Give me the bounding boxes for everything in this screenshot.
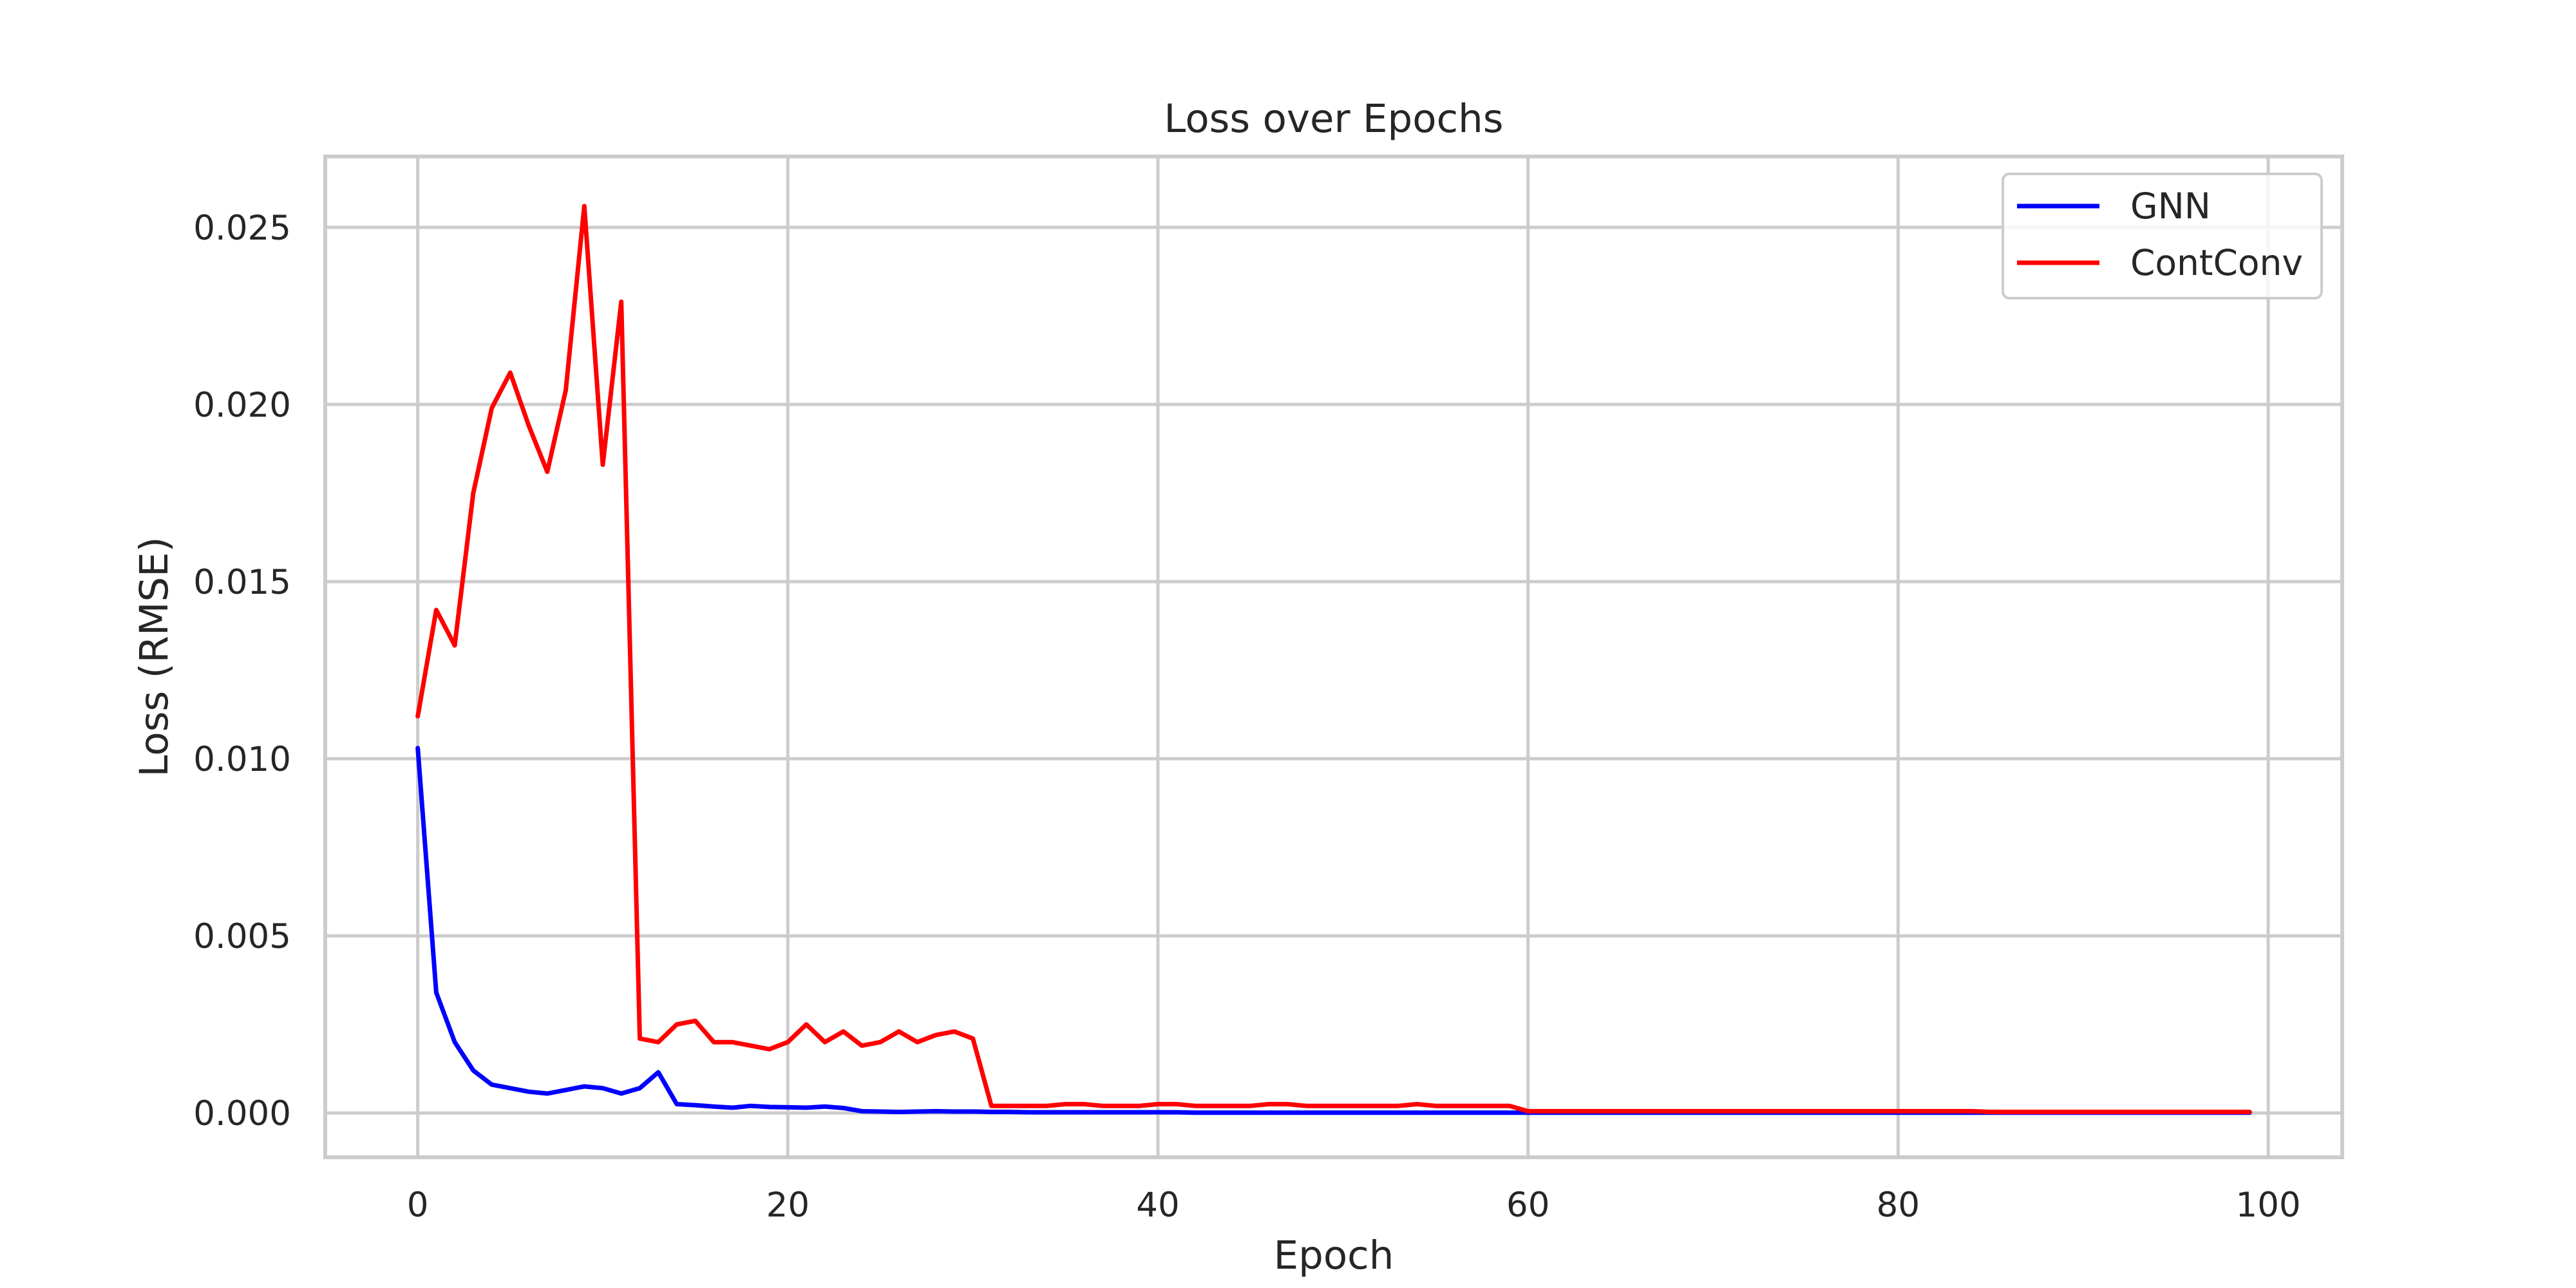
grid [325,156,2342,1157]
x-tick-label: 80 [1877,1186,1920,1225]
legend-label: ContConv [2130,242,2303,283]
legend-items: GNN ContConv [2017,185,2303,283]
y-tick-labels: 0.000 0.005 0.010 0.015 0.020 0.025 [193,209,291,1133]
x-tick-label: 0 [407,1186,429,1225]
y-tick-label: 0.010 [193,740,291,779]
x-axis-title: Epoch [1274,1233,1394,1278]
y-tick-label: 0.020 [193,386,291,425]
series-line-gnn [415,746,2252,1115]
x-tick-label: 100 [2235,1186,2300,1225]
legend-label: GNN [2130,185,2211,227]
legend: GNN ContConv [2002,173,2323,299]
y-tick-label: 0.025 [193,209,291,248]
chart-title: Loss over Epochs [1164,96,1503,142]
y-tick-label: 0.000 [193,1094,291,1133]
y-axis-title: Loss (RMSE) [131,536,177,777]
x-tick-labels: 0 20 40 60 80 100 [407,1186,2301,1225]
y-tick-label: 0.005 [193,917,291,956]
x-tick-label: 20 [766,1186,810,1225]
plot-frame [323,155,2344,1159]
x-tick-label: 60 [1506,1186,1549,1225]
y-tick-label: 0.015 [193,563,291,602]
series-lines [415,204,2252,1115]
series-line-contconv [415,204,2252,1115]
x-tick-label: 40 [1136,1186,1179,1225]
